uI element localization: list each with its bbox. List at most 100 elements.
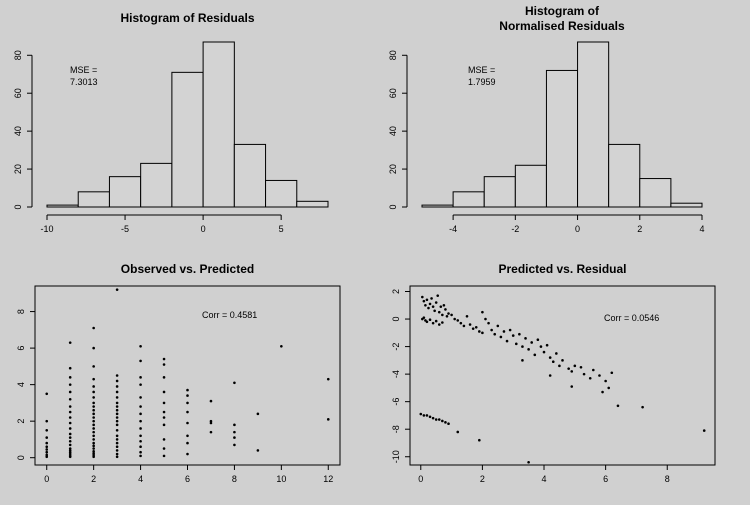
scatter-point [570,385,574,388]
x-tick-label: 0 [418,474,423,484]
scatter-point [92,390,95,394]
histogram-bar [171,71,204,208]
scatter-point [428,415,432,419]
scatter-point [68,449,72,452]
scatter-point [115,441,119,445]
panel-3: Observed vs. Predicted Corr = 0.4581 0 2 4 6 8… [16,262,341,484]
scatter-point [424,303,427,307]
y-tick-label: 20 [388,164,398,174]
scatter-point [425,298,429,302]
scatter-point [139,439,142,443]
annotation-text: MSE = [468,65,495,75]
scatter-point [186,410,189,414]
scatter-point [92,385,95,388]
scatter-point [68,436,72,439]
y-tick-label: 0 [13,204,23,209]
y-tick-label: 0 [16,455,26,460]
x-tick-label: -2 [511,224,519,234]
scatter-point [68,383,72,386]
scatter-point [68,341,72,344]
scatter-point [162,390,166,394]
scatter-point [453,317,456,321]
scatter-point [579,365,583,369]
scatter-point [527,348,530,351]
scatter-point [521,359,524,362]
scatter-point [45,436,49,439]
scatter-point [437,418,441,421]
scatter-point [567,367,570,370]
scatter-point [428,302,432,306]
scatter-point [139,344,142,348]
scatter-point [422,299,426,303]
scatter-point [434,301,438,304]
scatter-point [536,338,540,342]
scatter-point [162,410,166,414]
histogram-bar [421,204,454,208]
scatter-point [45,428,49,432]
scatter-point [425,320,429,324]
chart-title: Normalised Residuals [499,19,625,33]
scatter-point [139,427,142,430]
scatter-point [115,428,119,432]
scatter-point [508,328,512,332]
scatter-point [518,332,521,336]
scatter-point [115,385,119,388]
x-tick-label: 0 [201,224,206,234]
scatter-point [439,305,443,308]
scatter-point [209,421,213,425]
histogram-bar [670,202,703,208]
scatter-point [139,419,142,423]
scatter-point [431,321,435,325]
scatter-point [493,332,497,336]
scatter-point [115,405,119,408]
scatter-point [115,419,119,423]
scatter-point [604,379,607,383]
scatter-point [573,364,577,368]
scatter-point [702,429,706,432]
scatter-point [233,381,236,385]
scatter-point [555,352,558,355]
histogram-bar [265,179,298,208]
scatter-point [92,346,95,350]
x-tick-label: -10 [40,224,53,234]
scatter-point [186,452,189,456]
chart-title: Histogram of [525,4,600,18]
y-tick-label: 2 [391,289,401,294]
scatter-point [115,401,119,405]
scatter-point [542,350,546,354]
scatter-point [186,441,189,445]
scatter-point [139,434,142,438]
histogram-bar [608,143,641,208]
scatter-point [430,297,433,300]
scatter-point [548,374,552,377]
scatter-point [68,390,72,394]
scatter-point [601,390,604,394]
histogram-bar [46,204,79,208]
scatter-point [588,376,592,380]
chart-title: Predicted vs. Residual [498,262,626,276]
scatter-point [487,321,490,325]
scatter-point [68,432,72,436]
scatter-point [139,396,142,399]
scatter-point [162,363,166,366]
scatter-point [545,343,549,347]
scatter-point [465,314,469,318]
y-tick-label: 40 [388,126,398,136]
scatter-point [162,438,166,441]
annotation-text: MSE = [70,65,97,75]
scatter-point [92,427,95,430]
scatter-point [539,345,543,348]
scatter-point [115,412,119,416]
scatter-point [256,412,260,416]
scatter-point [92,377,95,381]
panel-4: Predicted vs. Residual Corr = 0.0546 0 2 4 6 8… [391,262,716,484]
scatter-point [428,318,432,322]
y-tick-label: -8 [391,425,401,433]
scatter-point [162,454,166,458]
scatter-point [481,310,484,314]
scatter-point [422,414,426,417]
scatter-point [548,356,552,359]
scatter-point [447,422,450,425]
scatter-point [68,443,72,447]
y-tick-label: -10 [391,450,401,463]
